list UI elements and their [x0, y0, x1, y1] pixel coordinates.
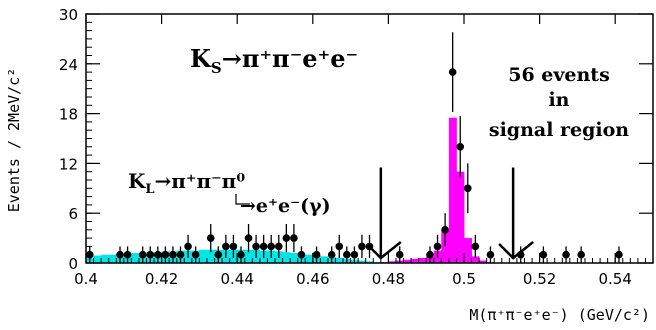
x-tick-label: 0.48 — [372, 270, 405, 288]
ks-signal-bar — [456, 171, 465, 263]
data-point — [471, 242, 480, 251]
data-point — [176, 250, 185, 259]
data-point — [116, 250, 124, 259]
kl-background-bar — [206, 249, 215, 263]
kl-background-bar — [365, 261, 374, 263]
data-point — [486, 250, 495, 259]
kl-background-bar — [244, 249, 253, 263]
kl-background-bar — [358, 260, 367, 263]
data-point — [463, 184, 472, 193]
ks-signal-bar — [464, 238, 472, 263]
x-axis-title: M(π⁺π⁻e⁺e⁻) (GeV/c²) — [469, 306, 650, 324]
data-point — [335, 242, 344, 251]
kl-background-bar — [335, 258, 344, 263]
ks-signal-bar — [388, 261, 397, 263]
y-tick-label: 30 — [59, 6, 78, 24]
kl-background-bar — [101, 254, 110, 263]
data-point — [169, 250, 177, 259]
data-point — [244, 234, 253, 242]
data-point — [229, 242, 238, 251]
data-point — [350, 250, 359, 259]
data-point — [184, 242, 192, 251]
y-tick-label: 0 — [68, 255, 78, 273]
x-tick-label: 0.44 — [220, 270, 253, 288]
x-tick-label: 0.42 — [145, 270, 178, 288]
events-count-line3: signal region — [489, 119, 629, 141]
data-point — [274, 242, 283, 251]
axis-ticks: 0.4 0.42 0.44 0.46 0.48 0.5 0.52 0.54 0 6 12 18 24 30 — [59, 6, 654, 288]
data-point — [615, 250, 623, 259]
x-tick-label: 0.52 — [523, 270, 556, 288]
data-point — [252, 242, 260, 251]
data-point — [138, 250, 147, 259]
data-point — [161, 250, 170, 259]
x-tick-label: 0.5 — [452, 270, 476, 288]
ks-signal-bar — [471, 256, 480, 263]
data-point — [539, 250, 548, 259]
kl-background-bar — [320, 256, 329, 263]
data-point — [577, 250, 585, 259]
kl-dalitz-label: →e⁺e⁻(γ) — [240, 195, 331, 217]
x-tick-label: 0.4 — [74, 270, 98, 288]
events-count-line2: in — [548, 89, 569, 111]
ks-signal-bar — [403, 259, 412, 263]
data-point — [426, 250, 434, 259]
data-point — [237, 250, 245, 259]
data-point — [562, 250, 570, 259]
ks-signal-bar — [448, 117, 457, 263]
events-count-line1: 56 events — [508, 64, 610, 86]
signal-region-arrow-head — [498, 241, 534, 260]
y-tick-label: 6 — [68, 205, 78, 223]
decay-title: KS→π⁺π⁻e⁺e⁻ — [190, 44, 358, 77]
data-point — [222, 242, 230, 251]
data-point — [191, 250, 200, 259]
data-point — [154, 250, 162, 259]
data-point — [365, 242, 374, 251]
data-point — [206, 234, 215, 242]
kl-background-bar — [282, 252, 291, 263]
data-point — [85, 250, 94, 259]
data-point — [214, 250, 223, 259]
data-point — [123, 250, 132, 259]
y-axis-title: Events / 2MeV/c² — [5, 68, 23, 213]
data-point — [146, 250, 155, 259]
data-point — [456, 143, 465, 151]
x-tick-label: 0.46 — [296, 270, 329, 288]
data-point — [297, 250, 306, 259]
data-point — [259, 242, 268, 251]
data-point — [448, 68, 457, 76]
kl-decay-label: KL→π⁺π⁻π⁰ — [128, 169, 245, 197]
data-point — [343, 250, 351, 259]
data-point — [312, 250, 321, 259]
data-point — [516, 250, 525, 259]
data-point — [327, 250, 336, 259]
ks-signal-bar — [411, 258, 420, 263]
kl-background-bar — [108, 254, 117, 263]
data-point — [441, 226, 449, 234]
kl-background-bar — [199, 249, 208, 263]
data-point — [358, 242, 366, 251]
data-point — [290, 234, 298, 242]
kl-background-bar — [93, 255, 102, 263]
kl-background-bar — [305, 254, 314, 263]
dalitz-hook — [235, 194, 250, 205]
ks-signal-bar — [418, 258, 427, 263]
x-tick-label: 0.54 — [598, 270, 631, 288]
kl-background-bar — [131, 253, 140, 263]
data-points — [85, 32, 623, 263]
y-tick-label: 12 — [59, 155, 78, 173]
data-point — [282, 234, 291, 242]
y-tick-label: 24 — [59, 56, 78, 74]
data-point — [433, 242, 442, 251]
data-point — [267, 242, 276, 251]
data-point — [395, 250, 404, 259]
ks-signal-bar — [479, 260, 488, 263]
kl-background-bar — [290, 253, 299, 263]
y-tick-label: 18 — [59, 106, 78, 124]
